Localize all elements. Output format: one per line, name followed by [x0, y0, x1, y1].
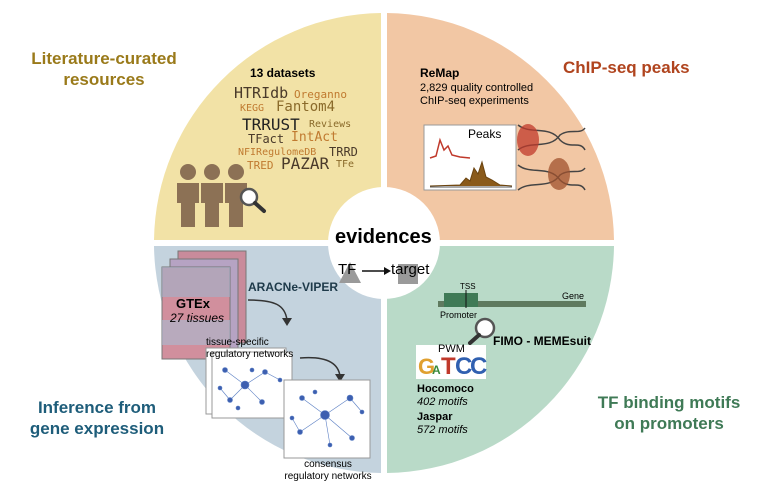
gtex-label: GTEx: [176, 296, 210, 311]
peaks-label: Peaks: [468, 127, 502, 141]
datasets-label: 13 datasets: [250, 66, 316, 80]
tf-target-arrowhead: [384, 267, 391, 275]
target-label: target: [391, 261, 430, 278]
inference-title-line1: Inference from: [37, 398, 157, 417]
cloud-word: TFe: [336, 159, 355, 170]
remap-label: ReMap: [420, 66, 460, 80]
cloud-word: KEGG: [240, 103, 265, 114]
cloud-word: NFIRegulomeDB: [238, 147, 317, 158]
promoter-label: Promoter: [440, 310, 478, 320]
gtex-heatmaps: [161, 250, 247, 360]
target-square: [398, 264, 418, 284]
inference-title: Inference from gene expression: [12, 397, 182, 439]
consensus-network-panel: [283, 379, 371, 459]
aracne-arrow: [247, 299, 288, 321]
consensus-line1: consensus: [304, 459, 352, 470]
cloud-word: Fantom4: [276, 99, 336, 115]
pwm-logo: G A T C C: [416, 345, 487, 380]
literature-title-line2: resources: [63, 70, 145, 89]
chipseq-desc-line1: 2,829 quality controlled: [420, 82, 534, 94]
hocomoco-count: 402 motifs: [417, 396, 468, 408]
tissue-network-line2: regulatory networks: [206, 349, 294, 360]
jaspar-count: 572 motifs: [417, 424, 468, 436]
svg-text:C: C: [455, 353, 472, 380]
magnifier-icon-motifs: [468, 317, 496, 345]
chipseq-desc-line2: ChIP-seq experiments: [420, 95, 529, 107]
cloud-word: TRED: [247, 159, 274, 172]
motifs-title-line2: on promoters: [614, 414, 724, 433]
consensus-line2: regulatory networks: [284, 471, 372, 482]
chipseq-title: ChIP-seq peaks: [563, 58, 690, 77]
consensus-network-label: consensus regulatory networks: [284, 459, 372, 483]
aracne-label: ARACNe-VIPER: [248, 280, 339, 294]
magnifier-icon: [239, 187, 266, 213]
tissue-network-line1: tissue-specific: [206, 337, 269, 348]
svg-text:G: G: [418, 354, 435, 379]
cloud-word: HTRIdb: [234, 84, 289, 102]
tf-triangle: [339, 262, 361, 283]
svg-text:T: T: [441, 353, 456, 380]
consensus-arrowhead: [335, 374, 345, 382]
cloud-word: TRRD: [329, 145, 358, 159]
jaspar-label: Jaspar: [417, 411, 453, 423]
consensus-arrow: [299, 356, 341, 377]
literature-title: Literature-curated resources: [14, 48, 194, 90]
people-icon: [177, 164, 247, 227]
motifs-title-line1: TF binding motifs: [597, 393, 741, 412]
gtex-tissues: 27 tissues: [170, 311, 225, 325]
motifs-title: TF binding motifs on promoters: [574, 392, 764, 434]
svg-text:A: A: [432, 363, 441, 377]
svg-text:C: C: [470, 353, 487, 380]
tf-label: TF: [338, 261, 357, 278]
cloud-word: TRRUST: [242, 115, 300, 134]
cloud-word: Oreganno: [294, 88, 347, 101]
tissue-network-panel: [205, 347, 293, 419]
tissue-network-label: tissue-specific regulatory networks: [206, 337, 293, 361]
gene-track: [438, 290, 586, 308]
hocomoco-label: Hocomoco: [417, 383, 474, 395]
aracne-arrowhead: [282, 318, 292, 326]
gene-label: Gene: [562, 291, 585, 301]
fimo-label: FIMO - MEMEsuit: [493, 334, 591, 348]
center-title: evidences: [335, 226, 432, 248]
peaks-chart: [423, 124, 517, 191]
dna-binding-icon: [517, 124, 586, 191]
tss-label: TSS: [460, 282, 476, 291]
cloud-word: TFact: [248, 132, 285, 146]
literature-title-line1: Literature-curated: [31, 49, 177, 68]
cloud-word: IntAct: [291, 130, 338, 145]
pwm-label: PWM: [438, 343, 465, 355]
cloud-word: Reviews: [309, 119, 352, 130]
inference-title-line2: gene expression: [29, 419, 165, 438]
cloud-word: PAZAR: [281, 154, 330, 173]
